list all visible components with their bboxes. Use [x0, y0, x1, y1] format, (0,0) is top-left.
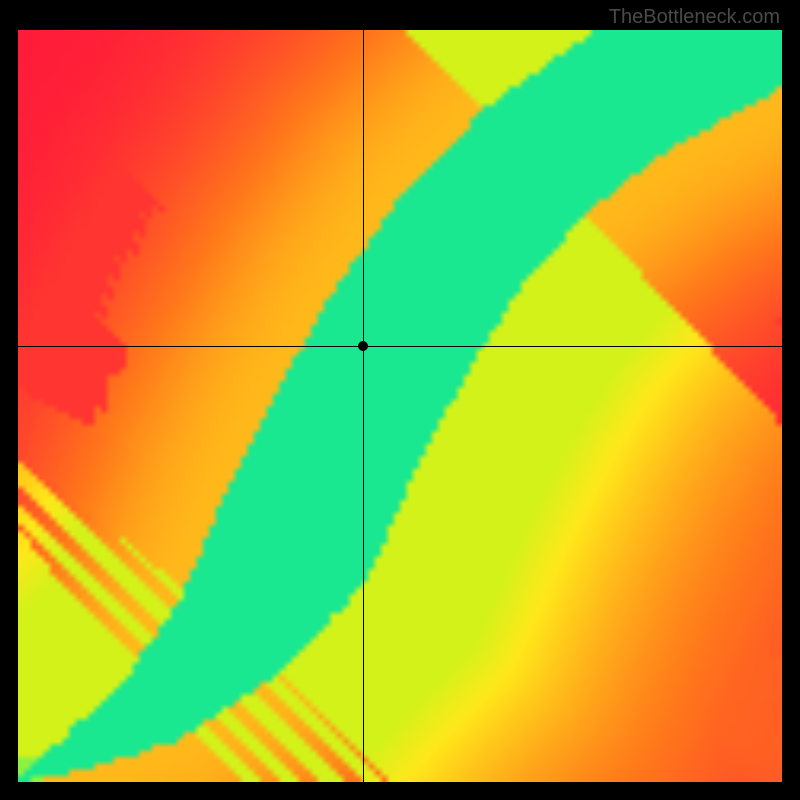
watermark-text: TheBottleneck.com	[609, 6, 780, 29]
heatmap-plot	[18, 30, 782, 782]
crosshair-horizontal	[18, 346, 782, 347]
crosshair-vertical	[363, 30, 364, 782]
crosshair-marker	[358, 341, 368, 351]
heatmap-canvas	[18, 30, 782, 782]
